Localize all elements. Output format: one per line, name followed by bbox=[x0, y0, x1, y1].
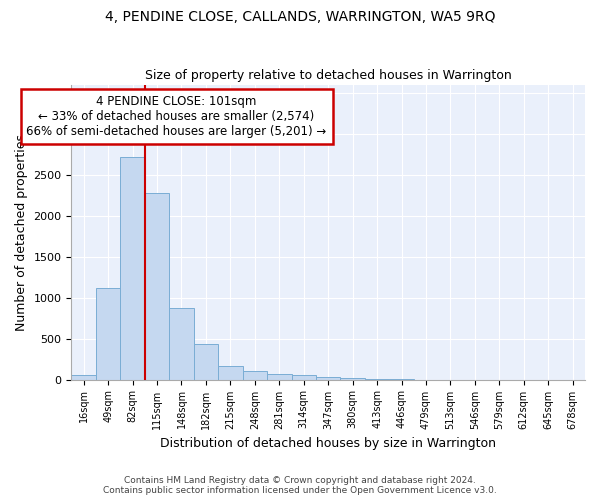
Text: 4, PENDINE CLOSE, CALLANDS, WARRINGTON, WA5 9RQ: 4, PENDINE CLOSE, CALLANDS, WARRINGTON, … bbox=[105, 10, 495, 24]
Bar bbox=[194, 344, 218, 380]
Bar bbox=[96, 288, 121, 380]
Bar bbox=[169, 308, 194, 380]
Bar bbox=[71, 376, 96, 380]
Y-axis label: Number of detached properties: Number of detached properties bbox=[15, 134, 28, 330]
Bar bbox=[316, 376, 340, 380]
Bar bbox=[242, 372, 267, 380]
Title: Size of property relative to detached houses in Warrington: Size of property relative to detached ho… bbox=[145, 69, 512, 82]
Text: 4 PENDINE CLOSE: 101sqm
← 33% of detached houses are smaller (2,574)
66% of semi: 4 PENDINE CLOSE: 101sqm ← 33% of detache… bbox=[26, 95, 326, 138]
X-axis label: Distribution of detached houses by size in Warrington: Distribution of detached houses by size … bbox=[160, 437, 496, 450]
Bar bbox=[121, 156, 145, 380]
Bar bbox=[365, 378, 389, 380]
Text: Contains HM Land Registry data © Crown copyright and database right 2024.
Contai: Contains HM Land Registry data © Crown c… bbox=[103, 476, 497, 495]
Bar bbox=[340, 378, 365, 380]
Bar bbox=[145, 192, 169, 380]
Bar bbox=[292, 375, 316, 380]
Bar bbox=[218, 366, 242, 380]
Bar bbox=[267, 374, 292, 380]
